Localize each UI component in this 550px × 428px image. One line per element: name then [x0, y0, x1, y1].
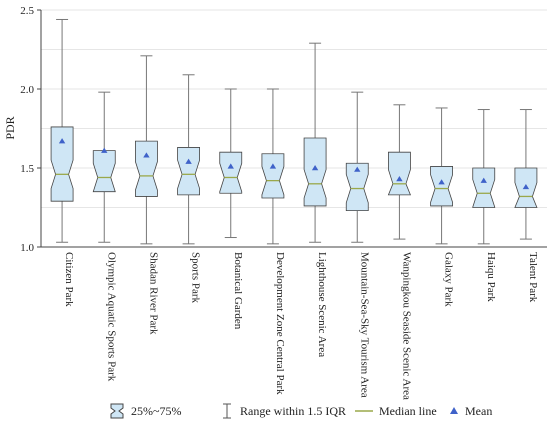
notched-box — [50, 126, 74, 202]
legend-label-median: Median line — [379, 404, 437, 418]
mean-marker — [269, 163, 277, 169]
mean-marker — [396, 176, 403, 182]
notched-box — [345, 162, 369, 212]
legend-item-whisker: Range within 1.5 IQR — [223, 403, 346, 419]
mean-marker — [101, 147, 108, 153]
mean-marker — [438, 179, 445, 185]
mean-marker — [58, 138, 66, 144]
y-tick-label-1: 1.5 — [20, 163, 34, 175]
axes: PDR — [3, 10, 547, 248]
notched-box — [261, 153, 285, 199]
legend-item-mean: Mean — [450, 404, 492, 418]
mean-marker — [143, 152, 150, 158]
box-plot-4 — [177, 74, 200, 245]
category-label-1: Citizen Park — [63, 252, 75, 307]
legend-mean-triangle-icon — [450, 407, 458, 414]
box-plot-9 — [387, 104, 412, 240]
box-plot-6 — [261, 88, 285, 245]
notched-box — [92, 150, 116, 193]
category-label-3: Shadan River Park — [147, 252, 159, 335]
box-plot-3 — [135, 55, 158, 245]
category-label-11: Haiqu Park — [485, 252, 497, 302]
category-label-4: Sports Park — [190, 252, 202, 304]
box-plot-12 — [514, 109, 538, 240]
box-plot-11 — [472, 109, 496, 245]
legend-notched-box-icon — [110, 403, 124, 419]
category-label-9: Wanpingkou Seaside Scenic Area — [400, 252, 412, 400]
y-axis-ticks: 1.0 1.5 2.0 2.5 — [20, 5, 41, 254]
category-label-2: Olympic Aquatic Sports Park — [105, 252, 117, 382]
notched-box — [430, 166, 453, 207]
box-plot-8 — [345, 91, 369, 243]
mean-marker — [354, 166, 361, 172]
category-label-6: Development Zone Central Park — [274, 252, 286, 395]
notched-box — [177, 147, 200, 196]
x-axis-category-labels: Citizen Park Olympic Aquatic Sports Park S… — [63, 252, 539, 400]
legend-item-median: Median line — [355, 404, 437, 418]
category-label-10: Galaxy Park — [443, 252, 455, 307]
legend-whisker-icon — [223, 403, 231, 419]
notched-box — [387, 151, 412, 196]
mean-marker — [185, 158, 192, 164]
box-plot-1 — [50, 18, 74, 243]
box-plots — [50, 18, 538, 245]
legend-label-whisker: Range within 1.5 IQR — [240, 404, 346, 418]
box-plot-5 — [219, 88, 243, 239]
mean-marker — [311, 165, 319, 171]
notched-box — [135, 140, 158, 197]
category-label-7: Lighthouse Scenic Area — [316, 252, 328, 357]
box-plot-2 — [92, 91, 116, 243]
notched-box — [303, 137, 327, 207]
category-label-5: Botanical Garden — [232, 252, 244, 330]
legend-item-box: 25%~75% — [110, 403, 181, 419]
box-plot-10 — [430, 107, 453, 245]
y-tick-label-3: 2.5 — [20, 5, 34, 17]
legend-label-box: 25%~75% — [131, 404, 181, 418]
legend-label-mean: Mean — [465, 404, 492, 418]
gridlines — [41, 9, 547, 208]
category-label-12: Talent Park — [527, 252, 539, 303]
mean-marker — [227, 163, 234, 169]
notched-box — [472, 167, 496, 208]
mean-marker — [522, 183, 530, 190]
y-tick-label-2: 2.0 — [20, 84, 34, 96]
box-plot-7 — [303, 42, 327, 243]
y-tick-label-0: 1.0 — [20, 242, 34, 254]
category-label-8: Mountain-Sea-Sky Tourism Area — [358, 252, 370, 398]
legend: 25%~75% Range within 1.5 IQR Median line… — [110, 403, 492, 419]
notched-box — [219, 151, 243, 194]
y-axis-title: PDR — [3, 116, 17, 139]
mean-marker — [480, 177, 487, 183]
